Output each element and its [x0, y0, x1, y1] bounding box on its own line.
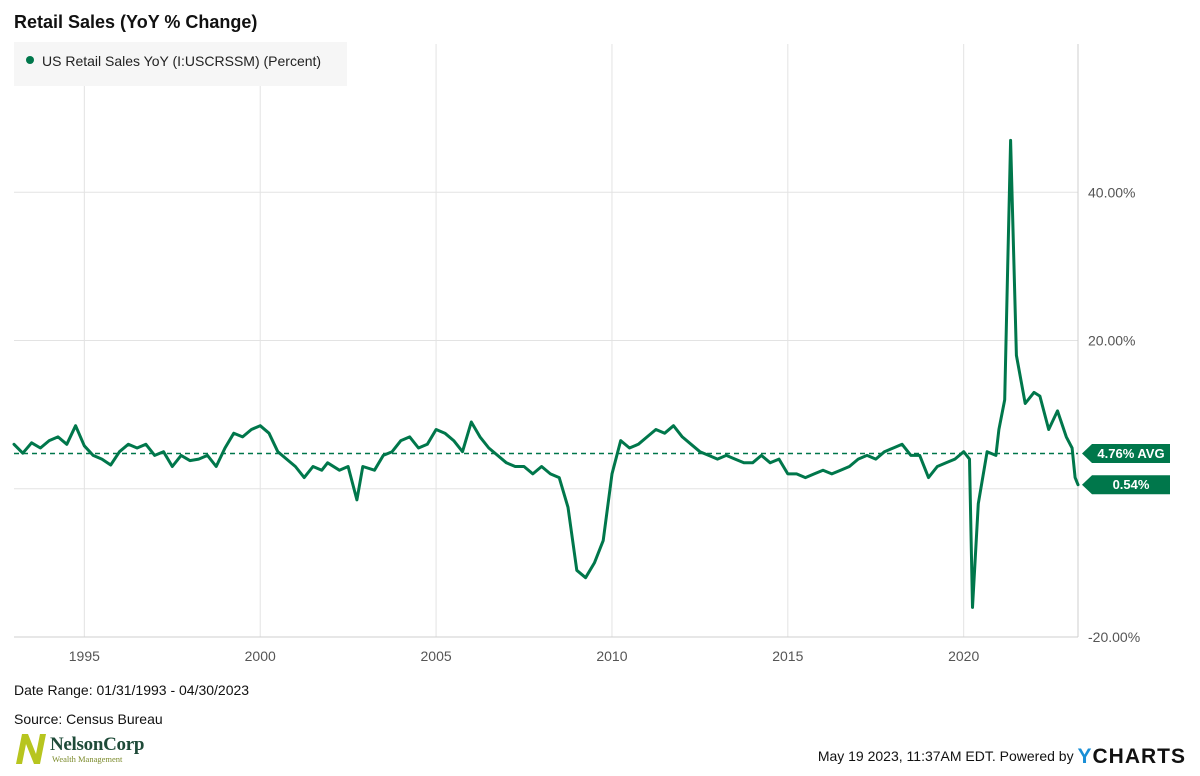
- x-tick-label: 2000: [245, 648, 276, 664]
- logo-subtitle: Wealth Management: [52, 754, 123, 764]
- legend-dot-icon: [26, 56, 34, 64]
- footer-attribution: May 19 2023, 11:37AM EDT. Powered by YCH…: [818, 745, 1186, 769]
- ycharts-logo[interactable]: YCHARTS: [1077, 745, 1186, 768]
- y-tick-label: -20.00%: [1088, 629, 1140, 645]
- date-range: Date Range: 01/31/1993 - 04/30/2023: [14, 682, 250, 698]
- powered-by: Powered by: [999, 748, 1074, 764]
- callout-layer: 4.76% AVG 0.54%: [1082, 443, 1170, 495]
- timestamp: May 19 2023, 11:37AM EDT.: [817, 748, 996, 764]
- average-callout-tag: [1082, 443, 1170, 463]
- chart-title: Retail Sales (YoY % Change): [14, 12, 258, 32]
- y-tick-label: 20.00%: [1088, 333, 1135, 349]
- x-tick-label: 1995: [69, 648, 100, 664]
- source: Source: Census Bureau: [14, 711, 163, 727]
- logo-name: NelsonCorp: [50, 734, 145, 755]
- legend-label: US Retail Sales YoY (I:USCRSSM) (Percent…: [42, 53, 322, 69]
- nelsoncorp-logo: NelsonCorp Wealth Management: [14, 730, 154, 770]
- series-line: [12, 138, 1080, 609]
- series-layer: [12, 138, 1080, 609]
- x-tick-label: 2005: [421, 648, 452, 664]
- grid-layer: [14, 44, 1079, 638]
- x-tick-label: 2010: [596, 648, 627, 664]
- latest-value-callout-label: 0.54%: [1113, 477, 1150, 492]
- y-tick-label: 40.00%: [1088, 184, 1135, 200]
- tick-layer: 40.00% 20.00% -20.00% 1995 2000 2005 2010 2015 2…: [69, 184, 1140, 664]
- legend: US Retail Sales YoY (I:USCRSSM) (Percent…: [14, 42, 347, 86]
- x-tick-label: 2015: [772, 648, 803, 664]
- average-callout-label: 4.76% AVG: [1097, 446, 1164, 461]
- latest-value-callout-tag: [1082, 475, 1170, 495]
- nelsoncorp-n-icon: [16, 734, 46, 764]
- x-tick-label: 2020: [948, 648, 979, 664]
